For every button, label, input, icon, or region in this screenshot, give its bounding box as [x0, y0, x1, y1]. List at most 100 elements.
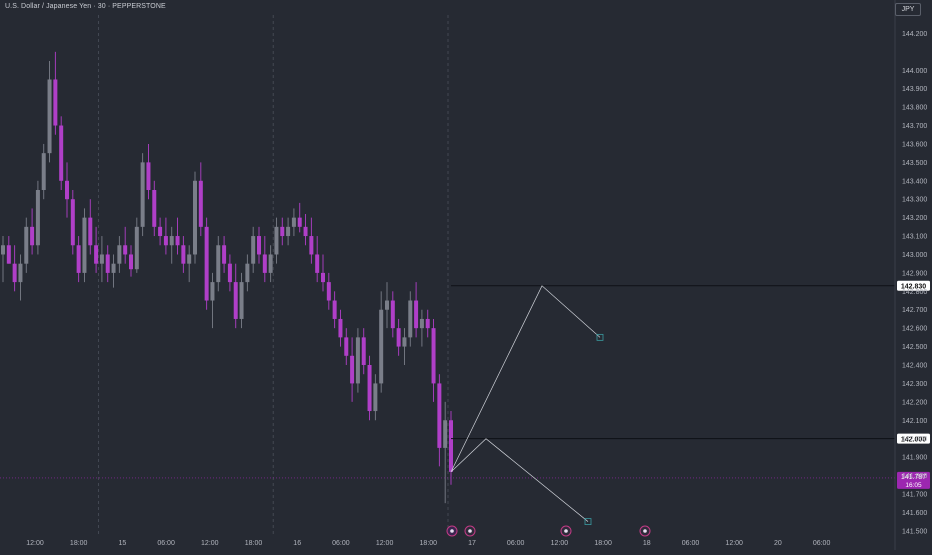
time-tick-label: 06:00 — [682, 540, 700, 547]
candle-body — [385, 300, 389, 310]
candle-body — [12, 263, 17, 283]
candle-body — [315, 254, 320, 273]
candle-body — [210, 282, 215, 301]
candle-body — [129, 254, 133, 270]
candle-body — [82, 217, 87, 273]
candle-body — [321, 272, 325, 283]
level-price-tag — [897, 433, 930, 444]
candle-body — [431, 328, 436, 384]
price-tick-label: 143.500 — [902, 160, 927, 167]
candle-body — [18, 263, 23, 283]
candle-body — [41, 153, 46, 190]
time-axis[interactable]: 12:00 18:00 15 06:00 12:00 18:00 16 06:00 12:00 1… — [26, 540, 830, 547]
candle-body — [268, 254, 273, 273]
time-tick-label: 20 — [774, 540, 782, 547]
candle-body — [70, 199, 75, 246]
current-price-label: 141.787 — [901, 474, 926, 481]
price-tick-label: 141.600 — [902, 510, 927, 517]
time-tick-label: 06:00 — [813, 540, 831, 547]
candle-body — [361, 337, 366, 365]
candle-body — [390, 300, 395, 329]
time-tick-label: 06:00 — [157, 540, 175, 547]
time-tick-label: 18:00 — [245, 540, 263, 547]
candle-body — [76, 245, 81, 273]
event-marker-dot — [564, 529, 568, 533]
candle-body — [198, 180, 203, 227]
candle-body — [6, 245, 11, 264]
candle-body — [449, 420, 453, 472]
time-tick-label: 18:00 — [420, 540, 438, 547]
candle-body — [379, 309, 384, 384]
price-tick-label: 143.000 — [902, 252, 927, 259]
event-marker-dot — [468, 529, 472, 533]
candle-body — [233, 282, 238, 319]
candle-body — [24, 226, 29, 264]
candle-body — [30, 226, 35, 246]
currency-button[interactable]: JPY — [895, 3, 921, 16]
projection-path — [450, 438, 589, 522]
chart-title: U.S. Dollar / Japanese Yen · 30 · PEPPER… — [5, 3, 166, 10]
candle-body — [1, 245, 5, 255]
candle-body — [175, 236, 180, 246]
level-price-tag — [897, 280, 930, 291]
candle-body — [332, 300, 337, 319]
candle-body — [105, 254, 110, 273]
candle-body — [35, 190, 40, 246]
candle-body — [193, 180, 197, 255]
price-axis[interactable]: 144.200 144.000 143.900 143.800 143.700 143.6… — [894, 0, 927, 550]
candle-body — [408, 300, 413, 338]
event-marker-dot — [450, 529, 454, 533]
candle-body — [274, 226, 279, 255]
price-tick-label: 142.600 — [902, 326, 927, 333]
candle-body — [419, 318, 424, 329]
candle-body — [169, 236, 174, 246]
candle-body — [257, 236, 261, 255]
price-tick-label: 141.900 — [902, 455, 927, 462]
price-tick-label: 143.600 — [902, 141, 927, 148]
candle-body — [146, 162, 151, 190]
price-tick-label: 142.000 — [902, 436, 927, 443]
price-tick-label: 142.900 — [902, 270, 927, 277]
price-tick-label: 143.900 — [902, 86, 927, 93]
price-tick-label: 143.800 — [902, 105, 927, 112]
time-tick-label: 16 — [293, 540, 301, 547]
candle-body — [373, 383, 378, 412]
time-tick-label: 18 — [643, 540, 651, 547]
candle-body — [251, 236, 256, 264]
projection-target-marker — [596, 333, 604, 341]
time-tick-label: 15 — [119, 540, 127, 547]
projection-path — [450, 285, 601, 472]
price-tick-label: 144.000 — [902, 68, 927, 75]
price-tick-label: 142.800 — [902, 289, 927, 296]
price-tick-label: 141.800 — [902, 473, 927, 480]
candle-body — [53, 79, 58, 126]
candle-body — [245, 263, 250, 283]
candle-body — [338, 318, 343, 338]
event-marker-dot — [643, 529, 647, 533]
price-tick-label: 143.400 — [902, 178, 927, 185]
time-tick-label: 12:00 — [26, 540, 44, 547]
price-tick-label: 141.700 — [902, 491, 927, 498]
candle-body — [367, 365, 372, 412]
price-tick-label: 144.200 — [902, 31, 927, 38]
candle-body — [402, 337, 407, 347]
time-tick-label: 06:00 — [507, 540, 525, 547]
level-price-label: 142.000 — [901, 436, 926, 443]
candle-body — [222, 245, 227, 264]
candle-body — [204, 226, 209, 301]
candle-body — [355, 337, 360, 384]
candle-body — [286, 226, 291, 237]
price-tick-label: 142.400 — [902, 363, 927, 370]
countdown-label: 16:05 — [905, 482, 922, 489]
price-tick-label: 143.300 — [902, 197, 927, 204]
candle-body — [117, 245, 122, 264]
candle-body — [309, 236, 314, 255]
price-tick-label: 143.200 — [902, 215, 927, 222]
price-tick-label: 143.700 — [902, 123, 927, 130]
candle-body — [437, 383, 442, 448]
candle-body — [350, 355, 355, 384]
candle-body — [414, 300, 419, 329]
